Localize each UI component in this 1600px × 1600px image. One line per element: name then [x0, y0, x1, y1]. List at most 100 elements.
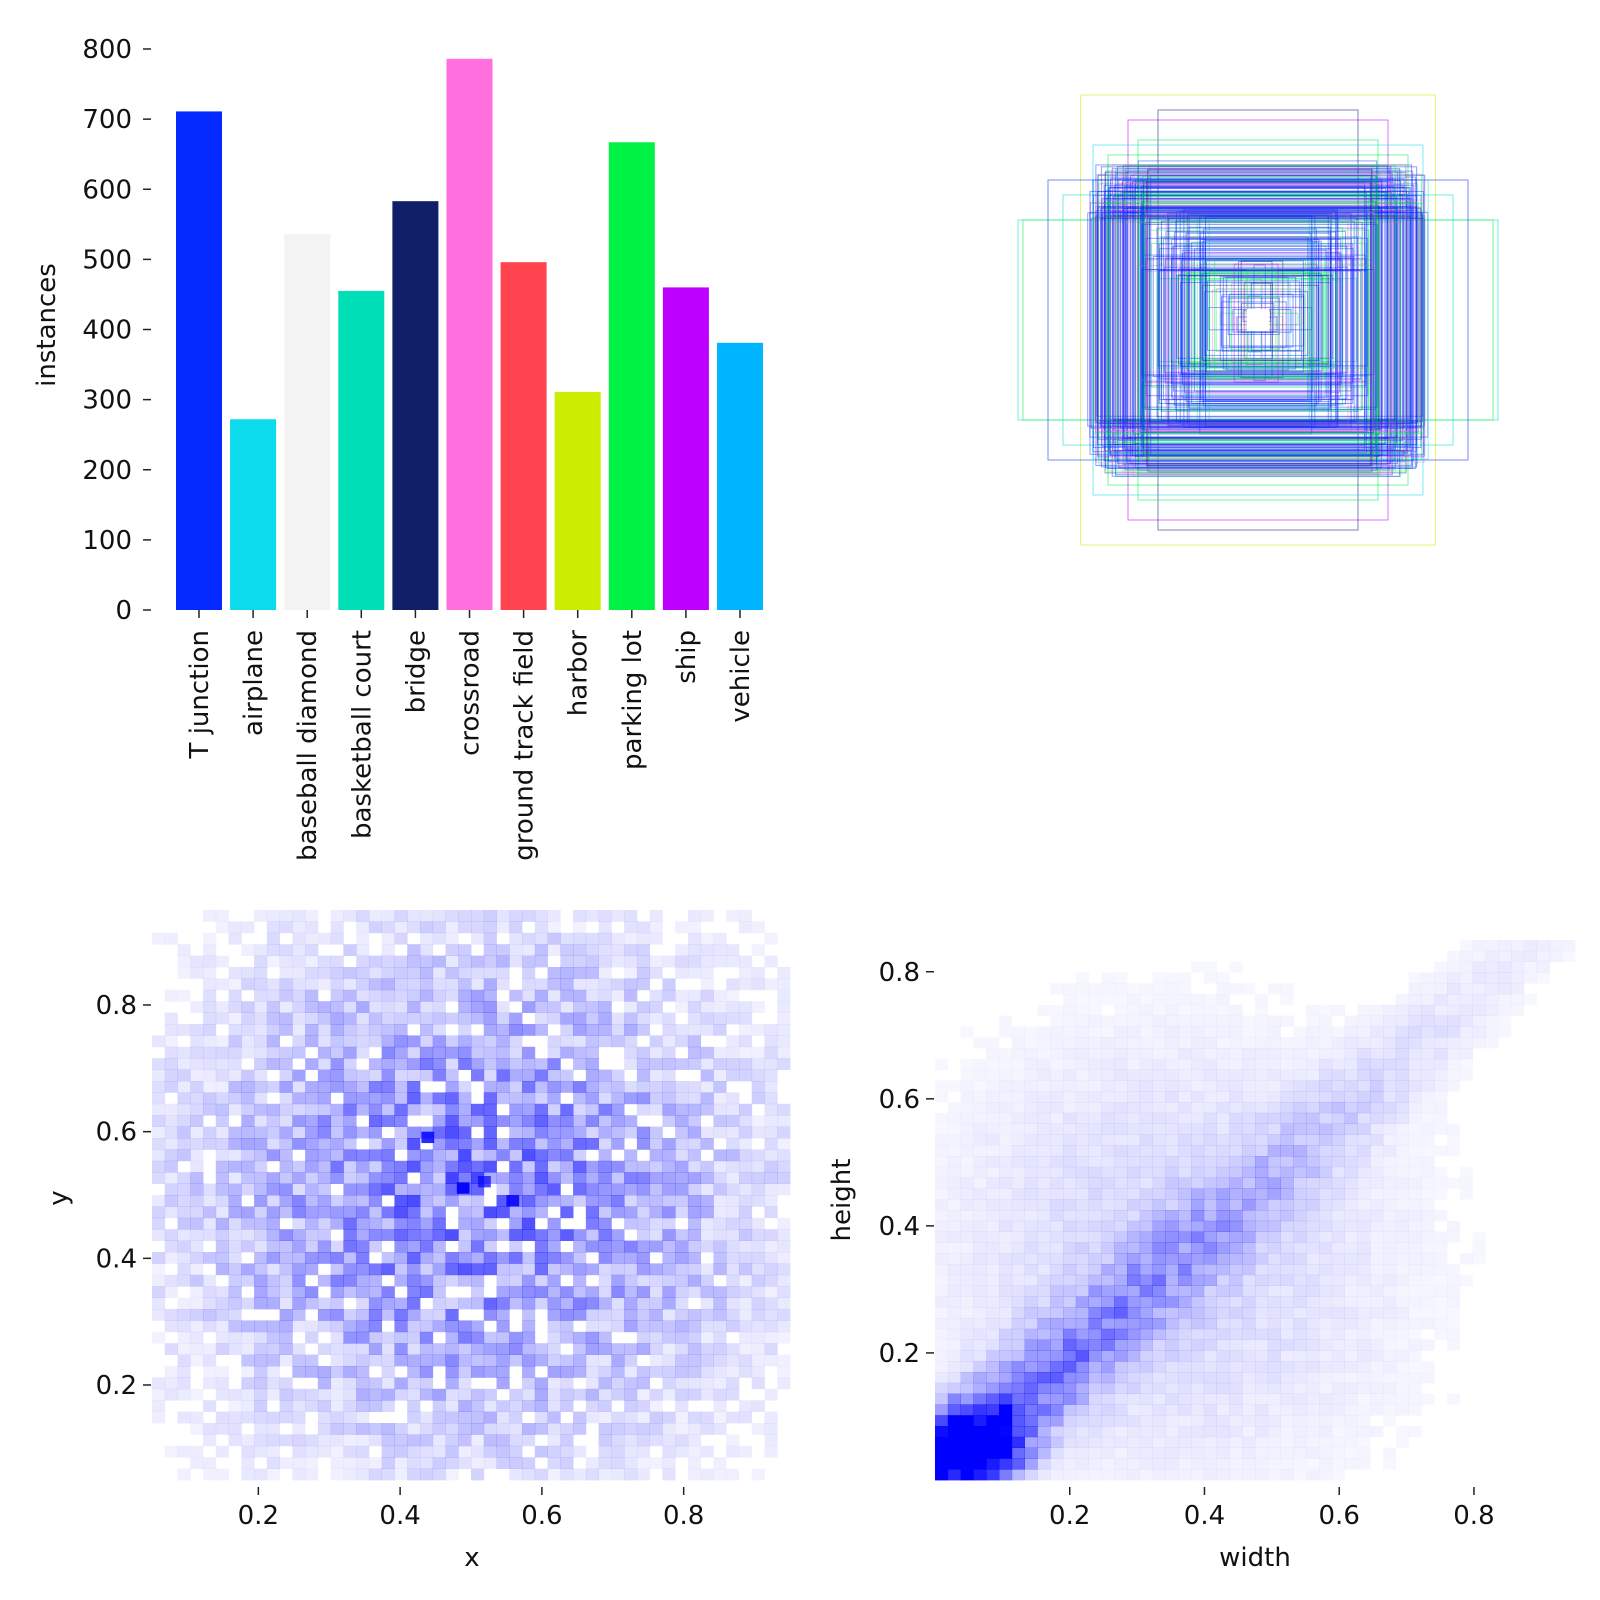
heatmap-cell: [1383, 1361, 1397, 1373]
heatmap-cell: [1319, 1339, 1333, 1351]
heatmap-cell: [1024, 1220, 1038, 1232]
bounding-box: [1095, 216, 1420, 422]
heatmap-cell: [215, 1240, 229, 1253]
heatmap-cell: [1152, 1296, 1166, 1308]
heatmap-cell: [1063, 1361, 1077, 1373]
heatmap-cell: [496, 1092, 510, 1105]
heatmap-cell: [279, 1377, 293, 1390]
heatmap-cell: [445, 1058, 459, 1070]
heatmap-cell: [777, 1149, 791, 1162]
heatmap-cell: [1139, 1274, 1153, 1286]
heatmap-cell: [356, 1046, 370, 1059]
heatmap-cell: [1012, 1059, 1025, 1070]
heatmap-cell: [1203, 1199, 1217, 1211]
heatmap-cell: [547, 1001, 561, 1013]
heatmap-cell: [960, 1231, 974, 1243]
heatmap-cell: [662, 1411, 676, 1424]
heatmap-cell: [534, 1411, 548, 1424]
heatmap-cell: [1255, 1393, 1269, 1405]
heatmap-cell: [458, 944, 472, 956]
heatmap-cell: [611, 989, 625, 1002]
bounding-box: [1127, 119, 1389, 521]
heatmap-cell: [611, 1138, 625, 1150]
heatmap-cell: [1255, 1177, 1269, 1189]
heatmap-cell: [585, 1001, 599, 1013]
heatmap-cell: [432, 967, 446, 979]
heatmap-cell: [986, 1220, 1000, 1232]
heatmap-cell: [1024, 1080, 1038, 1092]
heatmap-cell: [598, 910, 612, 922]
bounding-box: [1022, 219, 1494, 421]
heatmap-cell: [509, 1206, 523, 1219]
x-tick-label: 0.4: [379, 1501, 420, 1531]
heatmap-cell: [1191, 1199, 1205, 1211]
heatmap-cell: [471, 1103, 485, 1116]
heatmap-cell: [407, 1138, 421, 1150]
heatmap-cell: [419, 921, 434, 934]
heatmap-cell: [1025, 1026, 1038, 1037]
heatmap-cell: [986, 1415, 1000, 1427]
heatmap-cell: [483, 1149, 497, 1162]
bounding-box: [1156, 227, 1366, 418]
heatmap-cell: [1063, 1458, 1077, 1470]
heatmap-cell: [343, 1126, 357, 1139]
heatmap-cell: [317, 1138, 332, 1150]
heatmap-cell: [1319, 1242, 1333, 1254]
heatmap-cell: [1280, 1436, 1294, 1448]
heatmap-cell: [1037, 1307, 1051, 1319]
heatmap-cell: [1242, 1016, 1255, 1027]
heatmap-cell: [1088, 1458, 1102, 1470]
heatmap-cell: [432, 1058, 446, 1070]
heatmap-cell: [1255, 1318, 1269, 1330]
heatmap-cell: [292, 1206, 306, 1219]
heatmap-cell: [152, 1229, 166, 1241]
heatmap-cell: [317, 1423, 332, 1435]
heatmap-cell: [228, 1331, 242, 1344]
heatmap-cell: [483, 1434, 497, 1447]
heatmap-cell: [1408, 994, 1422, 1006]
heatmap-cell: [1447, 1220, 1461, 1232]
heatmap-cell: [1152, 1123, 1166, 1135]
heatmap-cell: [1408, 1058, 1422, 1070]
heatmap-cell: [483, 1457, 497, 1469]
heatmap-cell: [713, 1172, 727, 1184]
heatmap-cell: [522, 1286, 536, 1298]
heatmap-cell: [1139, 1004, 1153, 1016]
heatmap-cell: [292, 1024, 306, 1036]
heatmap-cell: [1114, 994, 1127, 1005]
heatmap-cell: [1216, 1112, 1230, 1124]
heatmap-cell: [1395, 1145, 1409, 1157]
heatmap-cell: [1229, 1004, 1243, 1016]
heatmap-cell: [445, 1035, 459, 1048]
heatmap-cell: [1178, 1274, 1192, 1286]
heatmap-cell: [394, 1160, 408, 1173]
heatmap-cell: [1498, 1004, 1512, 1016]
heatmap-cell: [1178, 1328, 1192, 1340]
bounding-box: [1237, 261, 1273, 378]
heatmap-cell: [496, 1012, 510, 1025]
heatmap-cell: [496, 1274, 510, 1287]
heatmap-cell: [960, 1177, 974, 1189]
heatmap-cell: [1127, 1393, 1141, 1405]
heatmap-cell: [726, 1035, 740, 1048]
heatmap-cell: [1408, 983, 1422, 995]
heatmap-cell: [662, 1252, 676, 1264]
heatmap-cell: [624, 978, 638, 991]
heatmap-cell: [1037, 1350, 1051, 1362]
heatmap-cell: [266, 1217, 280, 1230]
heatmap-cell: [1037, 1188, 1051, 1200]
heatmap-cell: [509, 1126, 523, 1139]
heatmap-cell: [713, 1217, 727, 1230]
bar-y-tick-label: 600: [82, 175, 132, 205]
heatmap-cell: [935, 1145, 949, 1157]
heatmap-cell: [471, 1411, 485, 1424]
heatmap-cell: [305, 932, 319, 945]
heatmap-cell: [973, 1199, 987, 1211]
heatmap-cell: [1037, 1145, 1051, 1157]
heatmap-cell: [585, 1400, 599, 1412]
heatmap-cell: [1216, 1102, 1230, 1114]
heatmap-cell: [1395, 1372, 1409, 1384]
heatmap-cell: [164, 1081, 178, 1093]
heatmap-cell: [203, 1195, 217, 1207]
heatmap-cell: [547, 1103, 561, 1116]
